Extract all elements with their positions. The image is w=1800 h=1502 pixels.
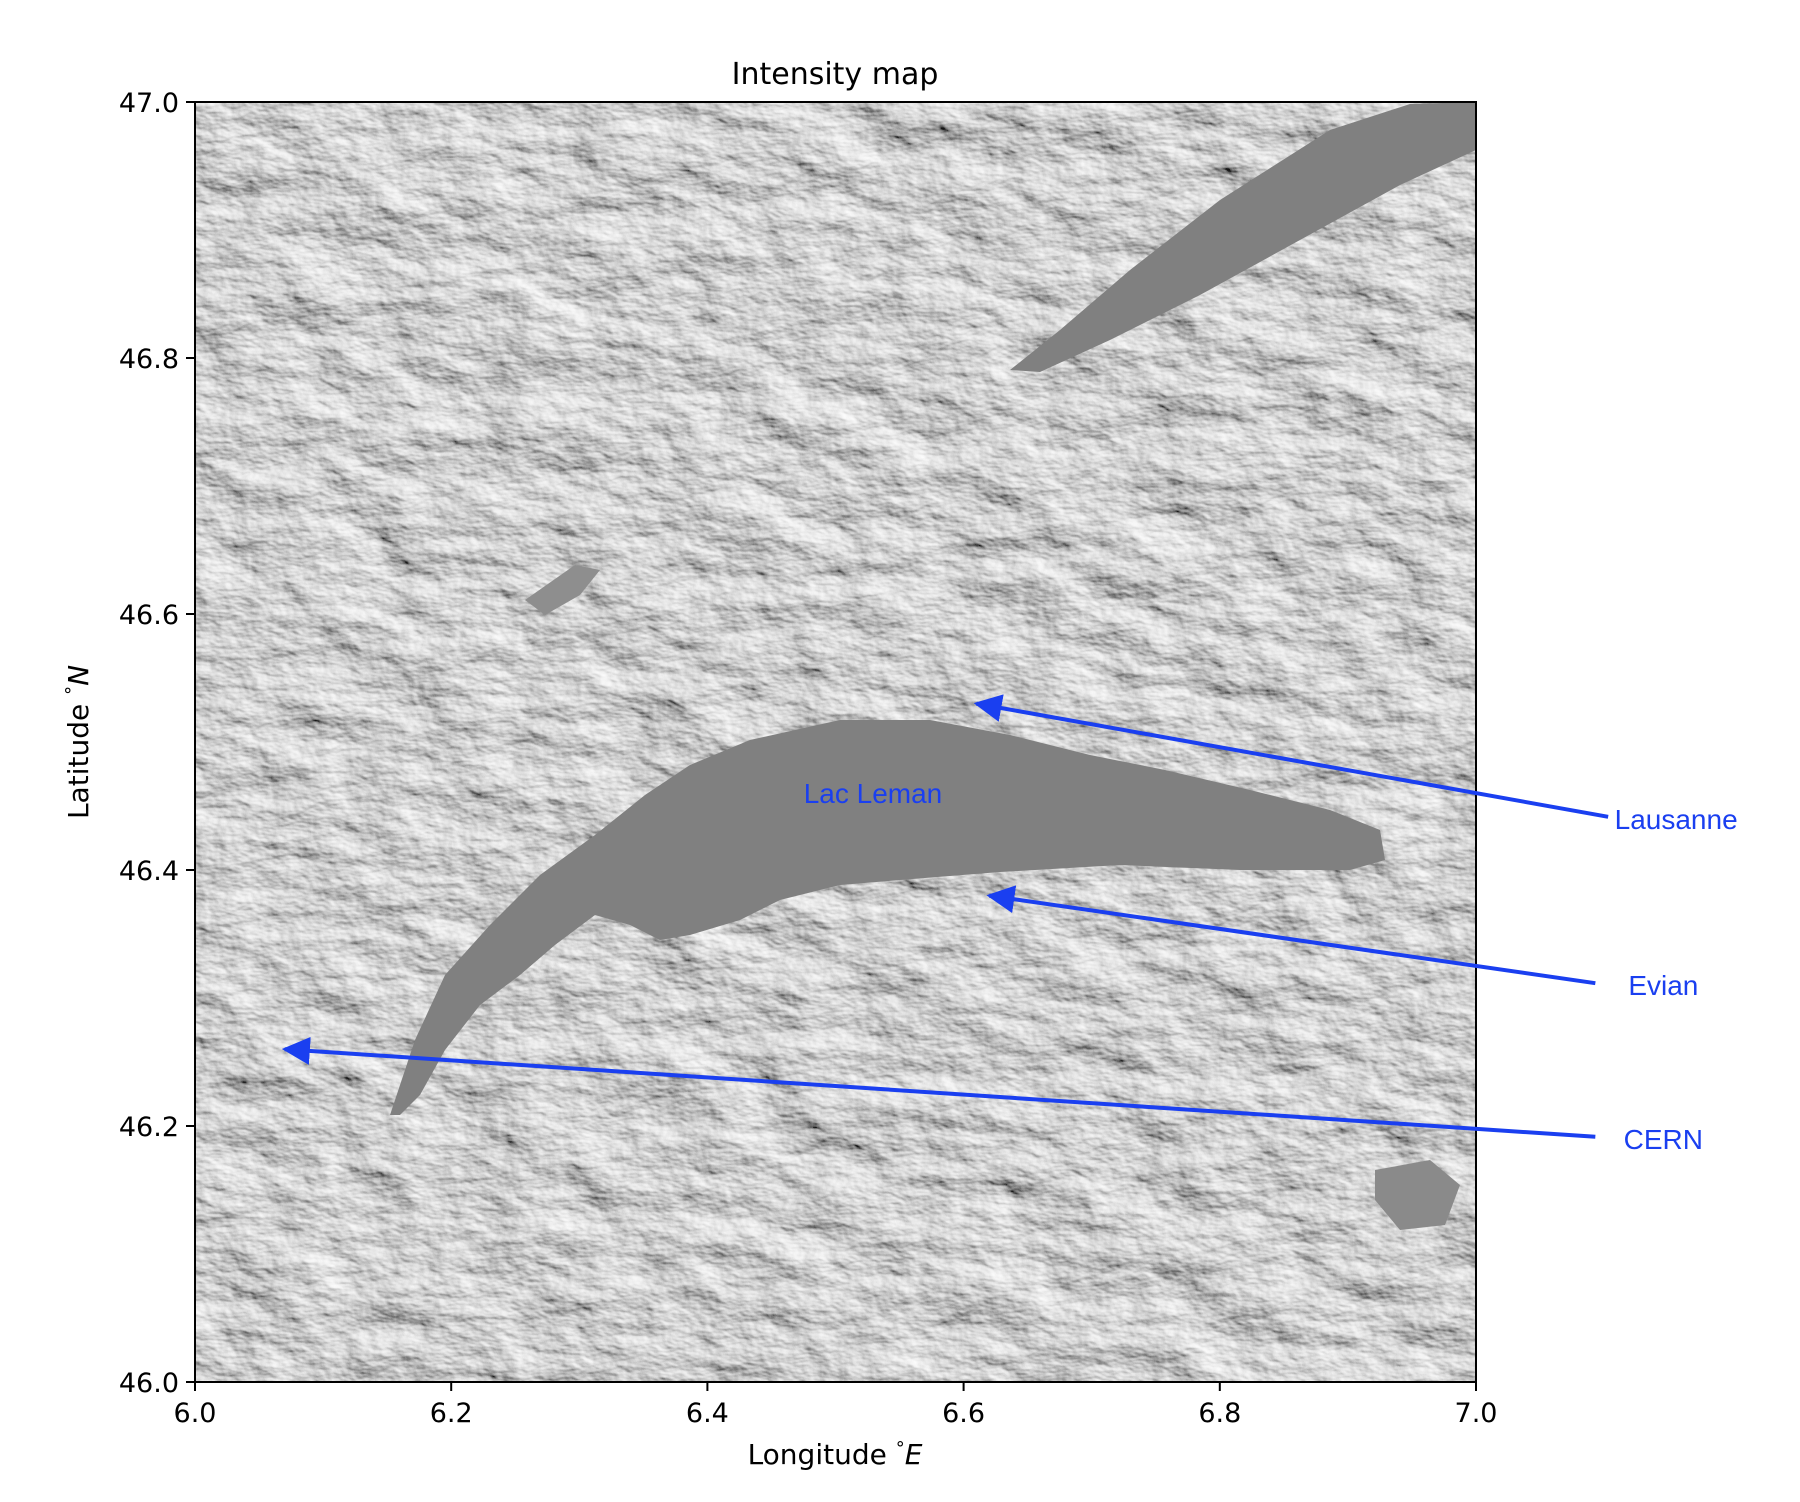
y-axis-label: Latitude °N xyxy=(62,665,95,819)
x-tick-label: 6.8 xyxy=(1198,1398,1241,1429)
x-axis-degree: ° xyxy=(896,1438,905,1459)
lake-small-north xyxy=(525,565,600,615)
lake-neuchatel xyxy=(1010,102,1476,372)
x-axis-unit: E xyxy=(905,1438,923,1471)
lake-small-south xyxy=(1375,1160,1460,1230)
x-tick-label: 6.2 xyxy=(430,1398,473,1429)
annotation-label-evian: Evian xyxy=(1628,970,1698,1001)
annotation-label-cern: CERN xyxy=(1624,1124,1703,1155)
y-axis: 46.0 46.2 46.4 46.6 46.8 47.0 xyxy=(119,88,195,1399)
x-axis-label: Longitude °E xyxy=(748,1438,923,1471)
y-tick-label: 46.6 xyxy=(119,600,179,631)
plot-area: Lac Leman xyxy=(195,102,1476,1382)
x-tick-label: 6.0 xyxy=(174,1398,217,1429)
y-tick-label: 47.0 xyxy=(119,88,179,119)
x-tick-label: 6.4 xyxy=(686,1398,729,1429)
annotation-label-lausanne: Lausanne xyxy=(1615,804,1738,835)
annotation-arrow-cern xyxy=(281,1036,1596,1139)
x-tick-label: 7.0 xyxy=(1455,1398,1498,1429)
lake-leman xyxy=(390,720,1385,1115)
x-axis-label-text: Longitude xyxy=(748,1438,896,1471)
plot-frame xyxy=(194,101,1477,1383)
annotation-arrow-evian xyxy=(986,885,1596,986)
annotation-arrow-lausanne xyxy=(973,694,1609,819)
y-tick-label: 46.2 xyxy=(119,1112,179,1143)
y-axis-unit: N xyxy=(62,665,95,686)
y-axis-label-text: Latitude xyxy=(62,695,95,819)
x-axis: 6.0 6.2 6.4 6.6 6.8 7.0 xyxy=(174,1382,1498,1429)
y-tick-label: 46.4 xyxy=(119,856,179,887)
y-tick-label: 46.0 xyxy=(119,1368,179,1399)
lake-label: Lac Leman xyxy=(804,778,943,809)
y-axis-degree: ° xyxy=(62,686,83,695)
y-tick-label: 46.8 xyxy=(119,344,179,375)
annotations: Lausanne Evian CERN xyxy=(281,694,1738,1155)
x-tick-label: 6.6 xyxy=(942,1398,985,1429)
chart-title: Intensity map xyxy=(732,57,939,92)
